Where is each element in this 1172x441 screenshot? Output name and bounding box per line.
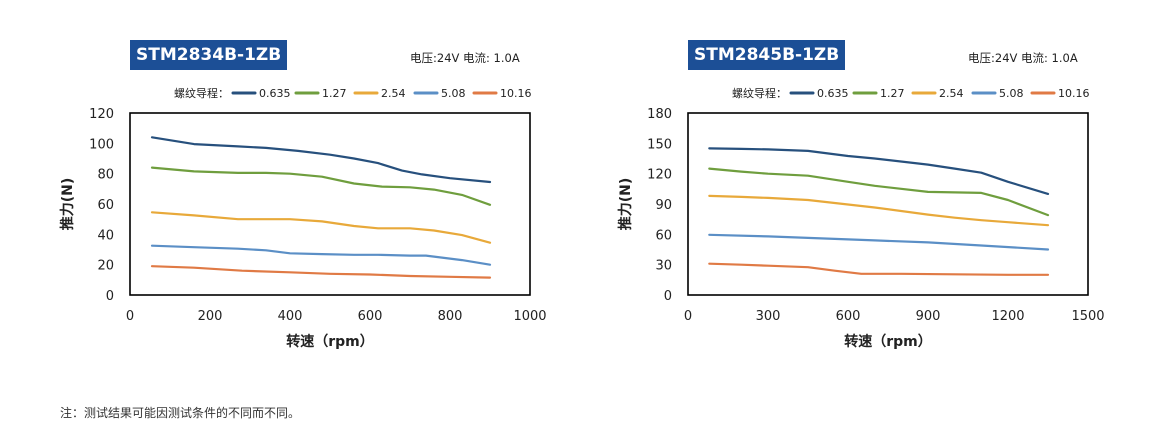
legend-title: 螺纹导程： <box>174 86 229 100</box>
spec-label: 电压:24V 电流: 1.0A <box>968 51 1078 65</box>
chart-right: STM2845B-1ZB 电压:24V 电流: 1.0A 0 30 60 90 120 1… <box>558 0 1144 380</box>
chart-plot: 0 20 40 60 80 100 120 0 200 400 600 800 1000 转速（rpm） 推… <box>59 86 547 350</box>
series-line <box>708 147 1050 195</box>
x-tick-label: 1000 <box>513 309 546 324</box>
spec-label: 电压:24V 电流: 1.0A <box>410 51 520 65</box>
y-axis-label: 推力(N) <box>617 178 634 231</box>
legend-label: 10.16 <box>1058 87 1090 100</box>
legend-label: 0.635 <box>817 87 849 100</box>
chart-title: STM2834B-1ZB <box>130 40 288 70</box>
x-tick-label: 600 <box>836 309 861 324</box>
series-line <box>150 211 492 244</box>
y-tick-label: 30 <box>655 259 672 274</box>
y-tick-label: 80 <box>97 168 114 183</box>
y-tick-label: 90 <box>655 198 672 213</box>
y-tick-label: 0 <box>664 289 672 304</box>
x-axis-label: 转速（rpm） <box>844 333 932 350</box>
plot-frame <box>129 112 531 296</box>
x-tick-label: 0 <box>684 309 692 324</box>
x-axis-label: 转速（rpm） <box>286 333 374 350</box>
x-tick-label: 0 <box>126 309 134 324</box>
legend-label: 1.27 <box>322 87 347 100</box>
legend-title: 螺纹导程： <box>732 86 787 100</box>
x-tick-label: 1500 <box>1071 309 1104 324</box>
x-tick-label: 300 <box>756 309 781 324</box>
y-tick-label: 40 <box>97 228 114 243</box>
legend-label: 5.08 <box>999 87 1024 100</box>
series-line <box>708 194 1050 227</box>
x-tick-label: 1200 <box>991 309 1024 324</box>
y-tick-label: 120 <box>647 168 672 183</box>
series-line <box>708 262 1050 276</box>
legend-label: 2.54 <box>939 87 964 100</box>
y-tick-label: 150 <box>647 137 672 152</box>
y-tick-label: 20 <box>97 259 114 274</box>
plot-frame <box>687 112 1089 296</box>
legend-label: 10.16 <box>500 87 532 100</box>
x-tick-label: 600 <box>358 309 383 324</box>
chart-left: STM2834B-1ZB 电压:24V 电流: 1.0A 0 20 40 60 80 10… <box>0 0 586 380</box>
footnote: 注：测试结果可能因测试条件的不同而不同。 <box>60 406 301 420</box>
x-tick-label: 400 <box>278 309 303 324</box>
x-tick-label: 200 <box>198 309 223 324</box>
chart-plot: 0 30 60 90 120 150 180 0 300 600 900 1200 1500 转速（rpm… <box>617 86 1105 350</box>
y-tick-label: 60 <box>97 198 114 213</box>
x-tick-label: 800 <box>438 309 463 324</box>
series-line <box>150 166 492 206</box>
legend-label: 1.27 <box>880 87 905 100</box>
series-line <box>150 265 492 279</box>
y-tick-label: 100 <box>89 137 114 152</box>
series-line <box>150 244 492 266</box>
y-tick-label: 180 <box>647 107 672 122</box>
legend-label: 2.54 <box>381 87 406 100</box>
legend-label: 5.08 <box>441 87 466 100</box>
y-tick-label: 120 <box>89 107 114 122</box>
y-tick-label: 60 <box>655 228 672 243</box>
legend-label: 0.635 <box>259 87 291 100</box>
series-line <box>708 233 1050 251</box>
y-tick-label: 0 <box>106 289 114 304</box>
series-line <box>708 167 1050 217</box>
x-tick-label: 900 <box>916 309 941 324</box>
chart-title: STM2845B-1ZB <box>688 40 846 70</box>
y-axis-label: 推力(N) <box>59 178 76 231</box>
series-line <box>150 136 492 184</box>
